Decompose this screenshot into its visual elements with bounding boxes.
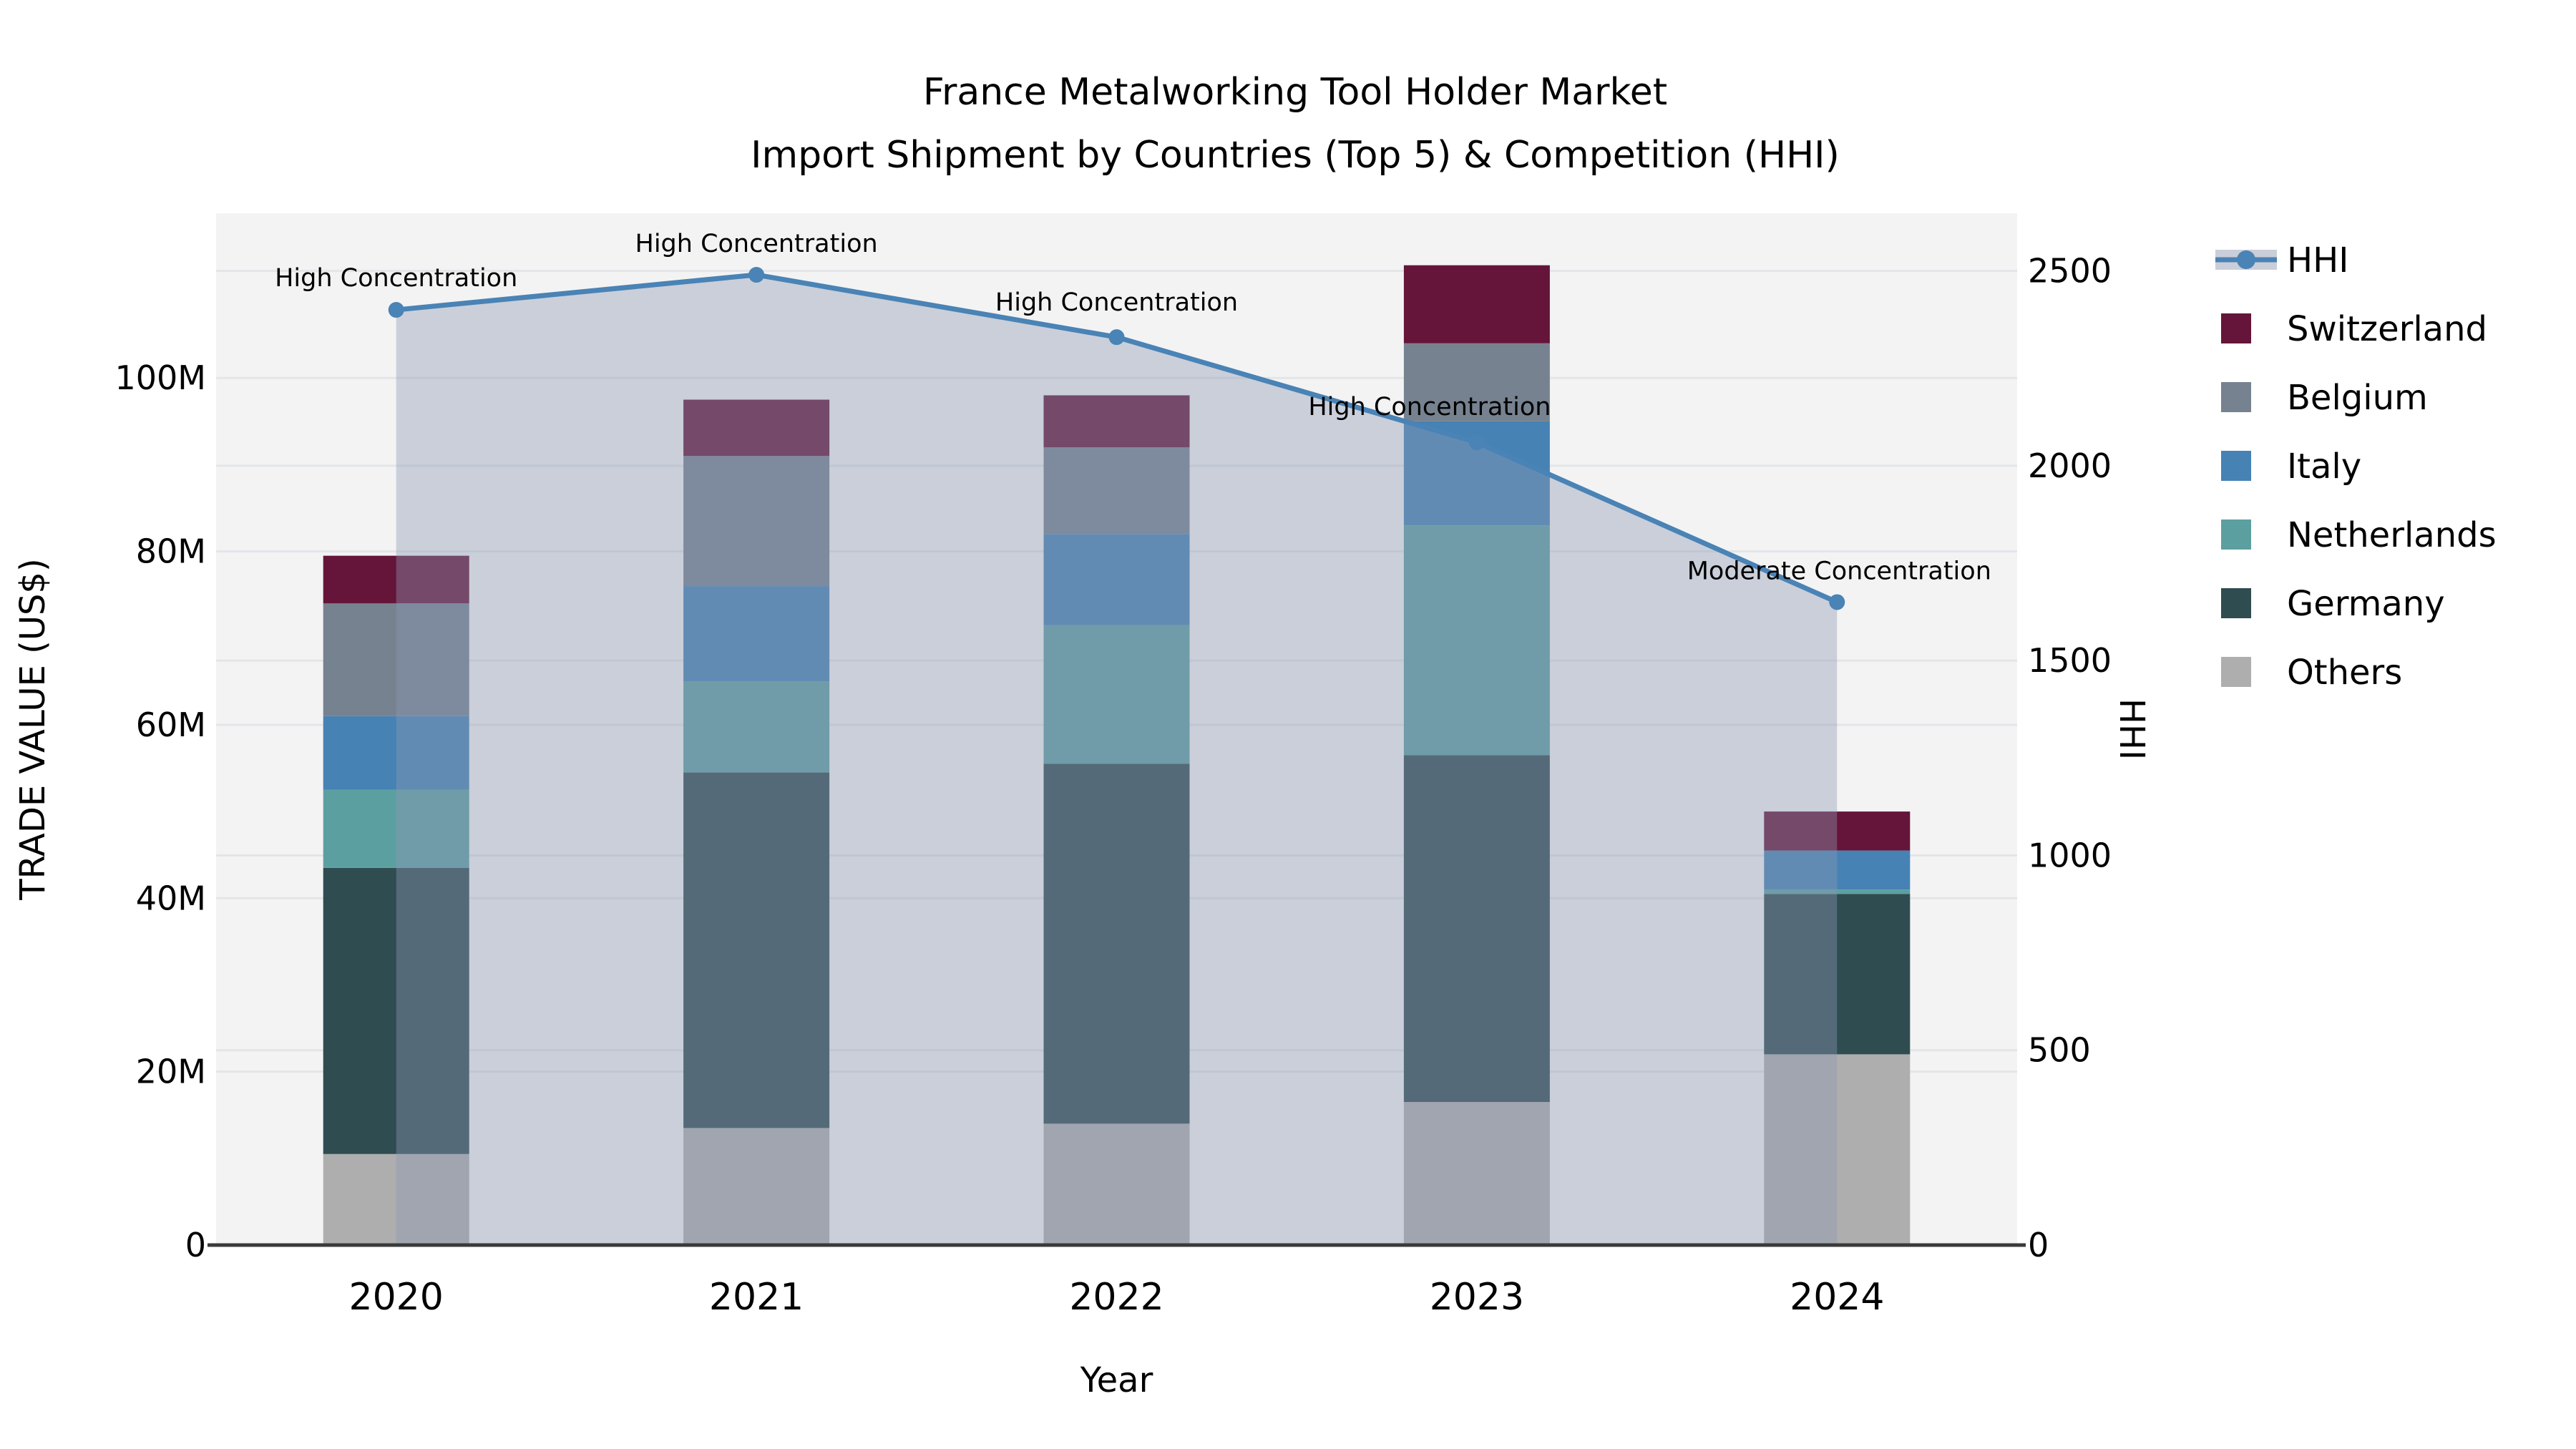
bar-segment-switzerland-2020 [323,555,469,604]
bar-segment-germany-2024 [1764,894,1911,1055]
annotation-2022: High Concentration [995,288,1238,317]
annotation-2020: High Concentration [275,264,517,293]
legend-item-netherlands: Netherlands [2221,515,2497,555]
chart-title-line1: France Metalworking Tool Holder Market [923,71,1667,114]
legend-label-belgium: Belgium [2287,378,2428,418]
bar-segment-germany-2023 [1403,755,1550,1103]
legend-swatch-others [2221,657,2251,687]
left-tick-40M: 40M [136,879,206,917]
x-tick-2021: 2021 [709,1276,804,1319]
bar-segment-others-2023 [1403,1102,1550,1245]
legend-swatch-belgium [2221,382,2251,412]
x-axis-title: Year [1080,1360,1153,1400]
legend-item-switzerland: Switzerland [2221,309,2487,349]
left-tick-100M: 100M [115,358,207,397]
left-tick-20M: 20M [136,1053,206,1091]
legend-label-italy: Italy [2287,447,2361,487]
bar-segment-belgium-2023 [1403,343,1550,421]
left-tick-60M: 60M [136,706,206,744]
bar-segment-germany-2022 [1043,763,1190,1124]
legend-label-netherlands: Netherlands [2287,515,2497,555]
legend-label-hhi: HHI [2287,240,2348,280]
bar-segment-others-2020 [323,1153,469,1245]
legend-hhi-marker [2237,250,2255,269]
hhi-marker-2023 [1468,434,1485,451]
hhi-area-fill [396,275,1838,1245]
legend: HHI Switzerland Belgium Italy Netherlands Ger… [2215,240,2497,693]
legend-item-hhi: HHI [2215,240,2348,280]
right-tick-500: 500 [2028,1031,2091,1070]
left-tick-0: 0 [185,1226,206,1264]
x-tick-2023: 2023 [1430,1276,1524,1319]
legend-item-belgium: Belgium [2221,378,2428,418]
legend-swatch-netherlands [2221,519,2251,550]
chart-title-line2: Import Shipment by Countries (Top 5) & C… [751,134,1840,177]
left-axis-title: TRADE VALUE (US$) [13,558,53,900]
hhi-marker-2021 [748,267,765,283]
bar-segment-switzerland-2023 [1403,265,1550,343]
annotation-2023: High Concentration [1308,393,1551,421]
right-tick-2500: 2500 [2028,252,2112,291]
right-axis-title: HHI [2112,698,2152,760]
stacked-bars [323,265,1911,1245]
legend-label-switzerland: Switzerland [2287,309,2487,349]
bar-segment-others-2024 [1764,1054,1911,1245]
legend-label-others: Others [2287,653,2402,693]
bar-segment-italy-2022 [1043,534,1190,625]
legend-swatch-italy [2221,451,2251,481]
bar-segment-italy-2020 [323,716,469,790]
bar-segment-germany-2021 [683,772,830,1128]
bar-segment-netherlands-2023 [1403,525,1550,756]
legend-item-others: Others [2221,653,2402,693]
bar-segment-netherlands-2022 [1043,625,1190,764]
left-tick-80M: 80M [136,532,206,571]
bar-segment-netherlands-2020 [323,789,469,868]
bar-segment-italy-2024 [1764,850,1911,890]
hhi-marker-2020 [388,302,404,318]
hhi-marker-2022 [1108,329,1125,346]
right-tick-2000: 2000 [2028,447,2112,485]
bar-segment-switzerland-2024 [1764,811,1911,851]
bar-segment-netherlands-2024 [1764,889,1911,894]
bar-segment-switzerland-2021 [683,399,830,457]
bar-segment-others-2021 [683,1128,830,1245]
legend-item-italy: Italy [2221,447,2361,487]
right-tick-1000: 1000 [2028,836,2112,874]
bar-segment-belgium-2021 [683,456,830,587]
annotation-2021: High Concentration [635,230,878,258]
x-tick-2022: 2022 [1069,1276,1163,1319]
hhi-marker-2024 [1829,594,1845,610]
x-tick-2020: 2020 [349,1276,444,1319]
bar-segment-others-2022 [1043,1123,1190,1245]
x-tick-2024: 2024 [1790,1276,1884,1319]
bar-segment-switzerland-2022 [1043,395,1190,448]
annotation-2024: Moderate Concentration [1687,557,1991,585]
legend-item-germany: Germany [2221,584,2445,624]
bar-segment-italy-2021 [683,586,830,682]
right-tick-0: 0 [2028,1226,2049,1264]
bar-segment-belgium-2020 [323,603,469,716]
legend-label-germany: Germany [2287,584,2445,624]
bar-segment-belgium-2022 [1043,447,1190,535]
right-tick-1500: 1500 [2028,641,2112,680]
bar-segment-netherlands-2021 [683,681,830,773]
bar-segment-germany-2020 [323,867,469,1154]
legend-swatch-switzerland [2221,313,2251,343]
legend-swatch-germany [2221,588,2251,618]
